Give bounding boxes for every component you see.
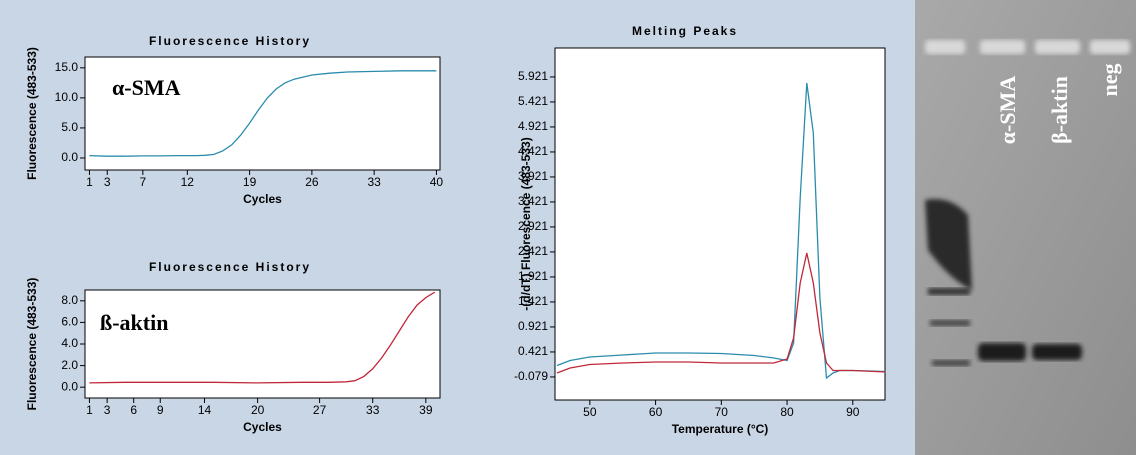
x-axis-label: Cycles: [243, 192, 282, 206]
lane-label: β-aktin: [1047, 76, 1072, 144]
y-tick-label: 2.421: [518, 244, 548, 258]
plot-area: [84, 56, 441, 171]
x-tick-label: 70: [715, 405, 729, 419]
ladder-smear: [925, 199, 972, 290]
well: [1090, 40, 1130, 54]
x-tick-label: 50: [583, 405, 597, 419]
y-tick-label: 2.921: [518, 219, 548, 233]
x-tick-label: 12: [181, 175, 195, 189]
lane-label: α-SMA: [995, 76, 1020, 145]
x-tick-label: 14: [198, 403, 212, 417]
chart-title: Fluorescence History: [149, 34, 311, 48]
x-tick-label: 1: [86, 175, 93, 189]
y-tick-label: 4.0: [61, 336, 78, 350]
y-tick-label: 0.0: [61, 150, 78, 164]
ladder-band: [932, 360, 970, 366]
y-tick-label: 0.921: [518, 319, 548, 333]
ladder-band: [930, 320, 970, 326]
y-tick-label: 4.421: [518, 144, 548, 158]
x-tick-label: 19: [243, 175, 257, 189]
series-line: [89, 291, 436, 384]
band: [1032, 344, 1082, 360]
y-tick-label: 1.421: [518, 294, 548, 308]
x-tick-label: 33: [367, 175, 381, 189]
y-tick-label: 0.0: [61, 379, 78, 393]
well: [925, 40, 965, 54]
x-tick-label: 20: [251, 403, 265, 417]
y-axis-label: Fluorescence (483-533): [25, 278, 39, 411]
y-tick-label: 8.0: [61, 293, 78, 307]
annotation: α-SMA: [112, 75, 181, 100]
x-tick-label: 60: [649, 405, 663, 419]
y-tick-label: 5.421: [518, 94, 548, 108]
x-tick-label: 3: [104, 403, 111, 417]
x-tick-label: 1: [86, 403, 93, 417]
x-tick-label: 90: [846, 405, 860, 419]
x-tick-label: 9: [157, 403, 164, 417]
y-tick-label: 1.921: [518, 269, 548, 283]
x-axis-label: Cycles: [243, 420, 282, 434]
series-line: [556, 252, 886, 374]
x-tick-label: 6: [130, 403, 137, 417]
x-tick-label: 80: [780, 405, 794, 419]
x-tick-label: 39: [419, 403, 433, 417]
x-axis-label: Temperature (°C): [672, 422, 769, 436]
y-tick-label: 4.921: [518, 119, 548, 133]
gel: α-SMA β-aktin neg: [915, 0, 1136, 455]
band: [978, 343, 1026, 361]
y-tick-label: 2.0: [61, 358, 78, 372]
y-tick-label: 3.921: [518, 169, 548, 183]
annotation: ß-aktin: [100, 310, 168, 335]
well: [1035, 40, 1080, 54]
x-tick-label: 3: [104, 175, 111, 189]
x-tick-label: 27: [313, 403, 327, 417]
plot-area: [84, 289, 441, 399]
y-tick-label: 5.0: [61, 120, 78, 134]
y-tick-label: 6.0: [61, 315, 78, 329]
y-tick-label: 5.921: [518, 69, 548, 83]
y-tick-label: -0.079: [514, 369, 548, 383]
y-axis-label: -(d/dT) Fluorescence (483-533): [519, 137, 533, 310]
well: [980, 40, 1025, 54]
y-tick-label: 0.421: [518, 344, 548, 358]
x-tick-label: 33: [366, 403, 380, 417]
y-tick-label: 10.0: [55, 90, 79, 104]
x-tick-label: 7: [139, 175, 146, 189]
y-tick-label: 15.0: [55, 60, 79, 74]
x-tick-label: 40: [430, 175, 444, 189]
series-line: [89, 70, 437, 157]
ladder-band: [928, 288, 970, 295]
plot-area: [554, 47, 886, 401]
y-axis-label: Fluorescence (483-533): [25, 47, 39, 180]
series-line: [556, 82, 886, 380]
chart-title: Fluorescence History: [149, 260, 311, 274]
lane-label: neg: [1097, 64, 1122, 97]
y-tick-label: 3.421: [518, 194, 548, 208]
x-tick-label: 26: [305, 175, 319, 189]
chart-title: Melting Peaks: [632, 24, 738, 38]
